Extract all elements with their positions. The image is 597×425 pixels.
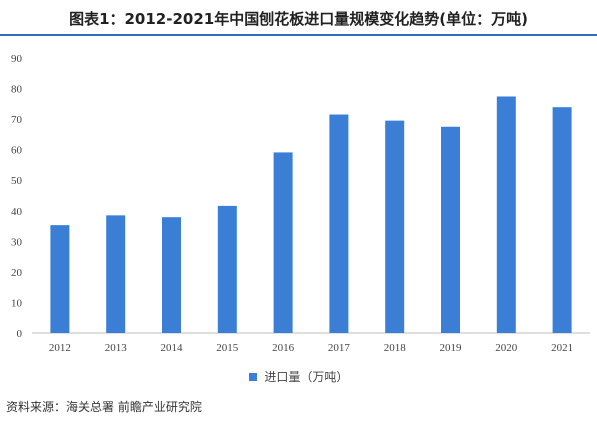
y-tick-label: 10 bbox=[11, 297, 23, 309]
x-tick-label: 2012 bbox=[49, 342, 71, 354]
x-tick-label: 2016 bbox=[272, 342, 295, 354]
y-tick-label: 80 bbox=[11, 84, 23, 96]
y-tick-label: 60 bbox=[11, 145, 23, 157]
legend-swatch bbox=[248, 372, 257, 381]
bar bbox=[106, 215, 126, 333]
bar bbox=[385, 120, 405, 333]
chart-legend: 进口量（万吨） bbox=[0, 368, 597, 385]
bar bbox=[552, 107, 572, 333]
x-tick-label: 2014 bbox=[161, 342, 184, 354]
x-tick-label: 2018 bbox=[384, 342, 407, 354]
x-tick-label: 2013 bbox=[105, 342, 128, 354]
y-tick-label: 0 bbox=[17, 328, 23, 340]
chart-title: 图表1：2012-2021年中国刨花板进口量规模变化趋势(单位：万吨) bbox=[69, 10, 528, 28]
bar bbox=[496, 96, 516, 333]
bar bbox=[441, 126, 460, 333]
bar bbox=[162, 217, 181, 333]
bar bbox=[329, 114, 349, 334]
y-tick-label: 50 bbox=[11, 175, 23, 187]
title-divider bbox=[0, 34, 597, 36]
x-tick-label: 2021 bbox=[551, 342, 573, 354]
y-tick-label: 40 bbox=[11, 206, 23, 218]
x-tick-label: 2019 bbox=[440, 342, 463, 354]
bar-chart: 0 10 20 30 40 50 60 70 80 90 2012 2013 2014 2015 2016 2… bbox=[11, 53, 590, 354]
legend-label: 进口量（万吨） bbox=[264, 370, 349, 384]
bar bbox=[217, 205, 237, 333]
y-tick-label: 90 bbox=[11, 53, 23, 65]
x-tick-label: 2015 bbox=[216, 342, 239, 354]
y-tick-label: 70 bbox=[11, 114, 23, 126]
bar bbox=[50, 225, 70, 333]
bar bbox=[273, 152, 293, 333]
y-tick-label: 30 bbox=[11, 236, 23, 248]
x-tick-label: 2017 bbox=[328, 342, 351, 354]
x-tick-label: 2020 bbox=[495, 342, 518, 354]
y-tick-label: 20 bbox=[11, 267, 23, 279]
source-note: 资料来源：海关总署 前瞻产业研究院 bbox=[6, 400, 202, 414]
